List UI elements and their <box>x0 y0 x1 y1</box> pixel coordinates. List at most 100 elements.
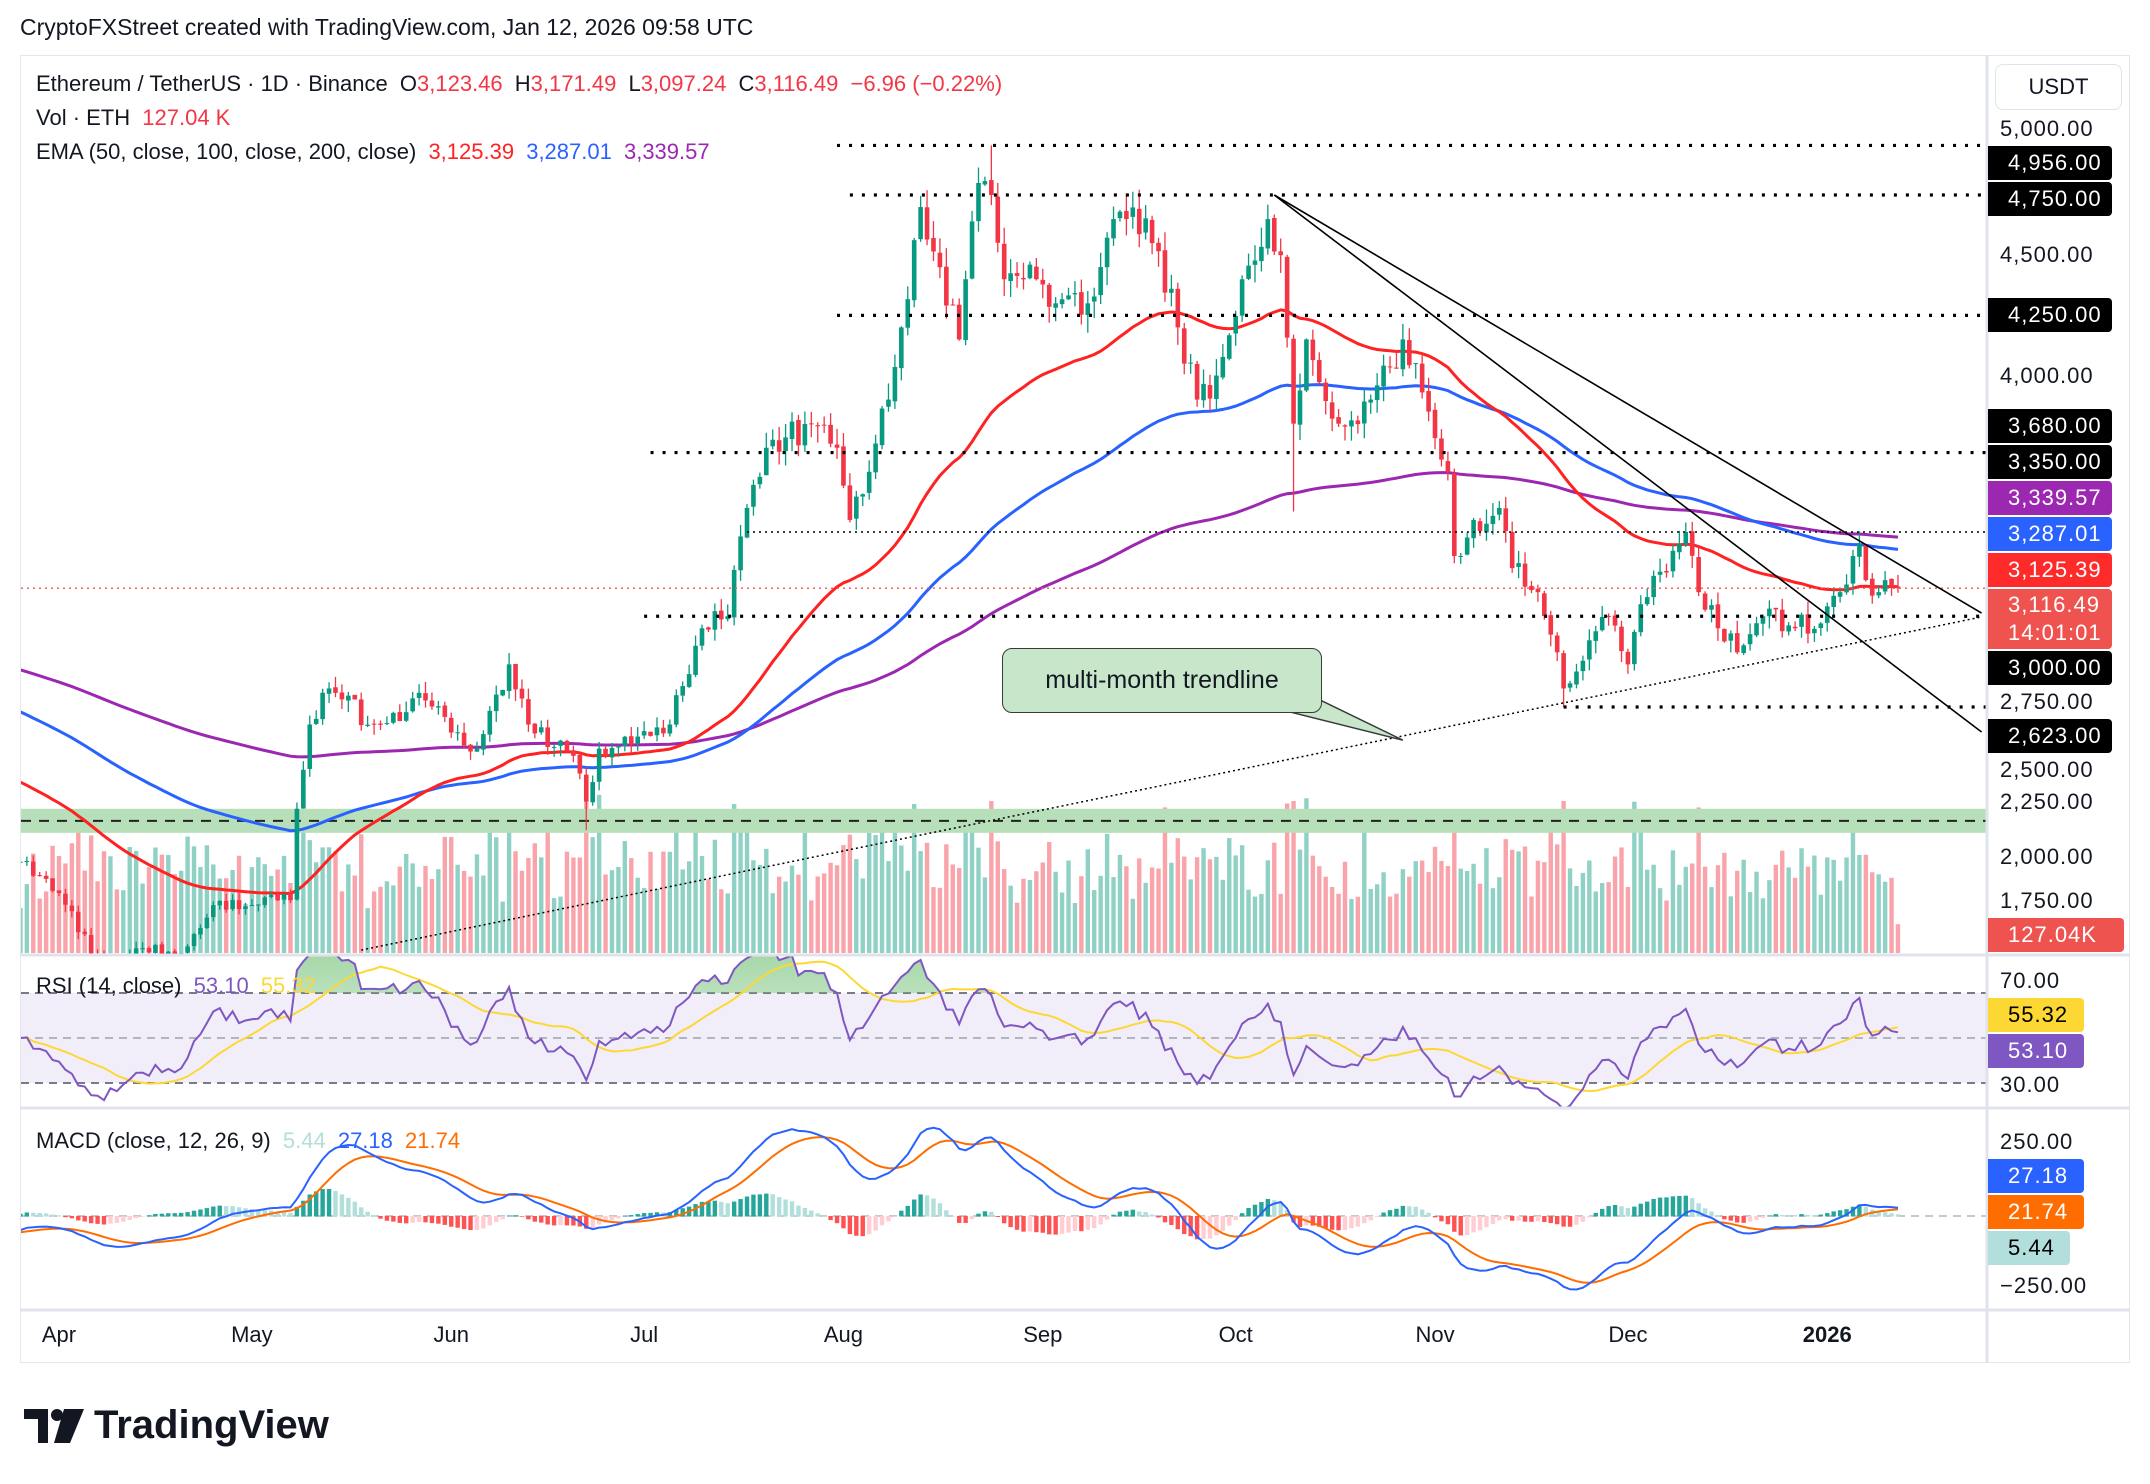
rsi-tick-label: 70.00 <box>2000 968 2061 994</box>
volume-label[interactable]: Vol · ETH <box>36 105 131 130</box>
candle-body <box>712 611 718 630</box>
candle-body <box>384 723 390 725</box>
macd-histogram-bar <box>1188 1216 1193 1237</box>
volume-bar <box>1182 856 1187 953</box>
candle <box>1702 591 1708 612</box>
macd-histogram-bar <box>751 1194 756 1217</box>
candle-body <box>1689 531 1695 556</box>
macd-histogram-bar <box>1464 1216 1470 1236</box>
candle <box>487 706 493 742</box>
macd-histogram-bar <box>879 1216 885 1226</box>
candle <box>243 902 248 915</box>
tradingview-logo[interactable]: TradingView <box>24 1403 329 1448</box>
candle-body <box>1342 425 1348 427</box>
ema-label[interactable]: EMA (50, close, 100, close, 200, close) <box>36 139 417 164</box>
macd-histogram-bar <box>1355 1216 1361 1227</box>
candle-body <box>1291 338 1296 424</box>
candle-body <box>1252 260 1258 265</box>
candle <box>995 182 1001 253</box>
candle-body <box>995 196 1001 243</box>
candle-body <box>256 904 261 906</box>
macd-histogram-bar <box>301 1200 306 1217</box>
low-label: L <box>628 71 641 96</box>
macd-histogram-bar <box>1207 1216 1213 1239</box>
volume-bar <box>1149 867 1155 953</box>
price-tag-value: 2,623.00 <box>2008 722 2102 748</box>
macd-histogram-bar <box>828 1216 833 1221</box>
volume-bar <box>1850 822 1856 953</box>
candle <box>1361 388 1367 439</box>
volume-bar <box>1722 852 1727 953</box>
candle <box>577 751 583 780</box>
macd-label[interactable]: MACD (close, 12, 26, 9) <box>36 1128 271 1153</box>
macd-histogram-bar <box>1696 1203 1701 1217</box>
candle-body <box>783 437 788 452</box>
rsi-line <box>21 956 1899 1107</box>
candle-body <box>764 447 769 476</box>
candle-body <box>1387 366 1393 368</box>
trendline <box>1273 194 1983 733</box>
volume-bar <box>1362 826 1367 953</box>
candle <box>1124 194 1129 236</box>
open-label: O <box>399 71 418 96</box>
candle <box>1271 214 1277 255</box>
candle <box>1259 227 1264 272</box>
candle <box>609 742 615 767</box>
macd-histogram-bar <box>944 1210 949 1217</box>
volume-bar <box>288 882 293 953</box>
candle-body <box>1677 544 1682 553</box>
rsi-value: 53.10 <box>193 973 249 998</box>
candle <box>1497 501 1502 521</box>
volume-bar <box>1413 861 1418 953</box>
macd-histogram-bar <box>1709 1211 1714 1217</box>
candle <box>892 354 898 409</box>
volume-bar <box>1143 882 1148 953</box>
candle <box>796 414 801 457</box>
symbol-title[interactable]: Ethereum / TetherUS · 1D · Binance <box>36 71 388 96</box>
candle <box>1625 648 1631 674</box>
macd-histogram-bar <box>1323 1216 1328 1229</box>
currency-button[interactable]: USDT <box>1995 64 2122 110</box>
candle-body <box>577 754 583 774</box>
candle-body <box>500 689 505 696</box>
candle-body <box>346 695 351 701</box>
volume-bar <box>307 840 312 953</box>
price-tag-value: 3,000.00 <box>2008 654 2102 680</box>
candle-body <box>50 878 55 891</box>
volume-bar <box>43 891 49 953</box>
volume-bar <box>969 829 975 953</box>
candle-body <box>191 934 197 946</box>
candle-body <box>1831 595 1836 607</box>
volume-bar <box>429 879 435 953</box>
candle <box>172 948 178 954</box>
candle-body <box>1612 615 1618 626</box>
volume-bar <box>1509 849 1515 953</box>
volume-bar <box>1445 865 1451 953</box>
candle-body <box>603 748 608 757</box>
candle <box>159 941 165 954</box>
candle <box>1516 550 1521 579</box>
candle-body <box>944 266 949 306</box>
candle-body <box>1709 605 1714 610</box>
price-level-tag: 3,339.57 <box>1988 480 2112 515</box>
candle-body <box>976 182 981 222</box>
rsi-label[interactable]: RSI (14, close) <box>36 973 182 998</box>
candle-body <box>1587 640 1592 660</box>
candle-body <box>1329 402 1335 419</box>
candle-body <box>1818 623 1824 629</box>
candle-body <box>1265 219 1271 249</box>
candle-body <box>1220 356 1226 378</box>
volume-bar <box>1297 849 1303 953</box>
macd-histogram-bar <box>1593 1212 1598 1217</box>
candle <box>1709 599 1714 623</box>
candle-body <box>333 687 338 693</box>
macd-histogram-bar <box>674 1209 679 1217</box>
volume-bar <box>532 843 538 953</box>
candle-body <box>88 934 94 954</box>
trendline-callout[interactable]: multi-month trendline <box>1002 648 1322 713</box>
candle-body <box>320 692 325 720</box>
volume-bar <box>359 834 364 953</box>
candle-body <box>1574 671 1579 685</box>
candle-body <box>217 900 223 906</box>
